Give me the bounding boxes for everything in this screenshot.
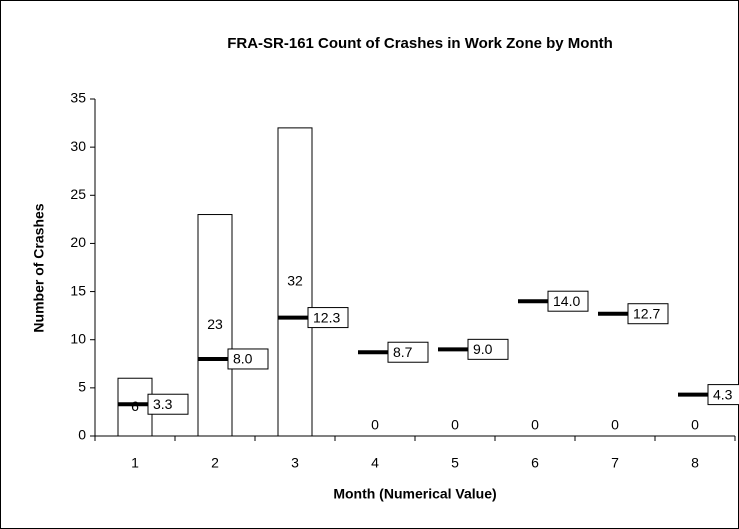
dash-value-label: 9.0 <box>473 341 493 357</box>
value-label-box <box>467 338 509 360</box>
dash-value-label: 8.0 <box>233 351 253 367</box>
value-label-box <box>627 303 669 325</box>
value-label-box <box>707 384 739 406</box>
y-tick-label: 5 <box>78 379 86 395</box>
y-tick-label: 0 <box>78 427 86 443</box>
x-tick-label: 1 <box>131 455 139 471</box>
bar-value-label: 0 <box>451 417 459 433</box>
dash-value-label: 8.7 <box>393 344 413 360</box>
dash-value-label: 12.3 <box>313 309 340 325</box>
y-tick-label: 35 <box>70 90 86 106</box>
x-axis-title: Month (Numerical Value) <box>333 486 496 502</box>
bar-value-label: 23 <box>207 316 223 332</box>
chart-title: FRA-SR-161 Count of Crashes in Work Zone… <box>227 35 613 52</box>
x-tick-label: 6 <box>531 455 539 471</box>
x-tick-label: 2 <box>211 455 219 471</box>
y-tick-label: 20 <box>70 234 86 250</box>
bar-value-label: 0 <box>371 417 379 433</box>
bar <box>117 377 153 437</box>
y-tick-label: 10 <box>70 330 86 346</box>
x-tick-label: 5 <box>451 455 459 471</box>
value-label-box <box>227 348 269 370</box>
bar-value-label: 0 <box>531 417 539 433</box>
value-label-box <box>307 307 349 329</box>
dash-value-label: 12.7 <box>633 305 660 321</box>
x-tick-label: 8 <box>691 455 699 471</box>
y-tick-label: 25 <box>70 186 86 202</box>
bar-value-label: 32 <box>287 273 303 289</box>
y-axis-title: Number of Crashes <box>31 203 47 332</box>
dash-value-label: 3.3 <box>153 396 173 412</box>
x-tick-label: 7 <box>611 455 619 471</box>
bar <box>197 214 233 437</box>
value-label-box <box>387 341 429 363</box>
value-label-box <box>147 393 189 415</box>
bar-value-label: 0 <box>691 417 699 433</box>
dash-value-label: 4.3 <box>713 386 733 402</box>
y-tick-label: 30 <box>70 138 86 154</box>
x-tick-label: 3 <box>291 455 299 471</box>
x-tick-label: 4 <box>371 455 379 471</box>
dash-value-label: 14.0 <box>553 293 580 309</box>
bar <box>277 127 313 437</box>
value-label-box <box>547 290 589 312</box>
y-tick-label: 15 <box>70 282 86 298</box>
bar-value-label: 0 <box>611 417 619 433</box>
